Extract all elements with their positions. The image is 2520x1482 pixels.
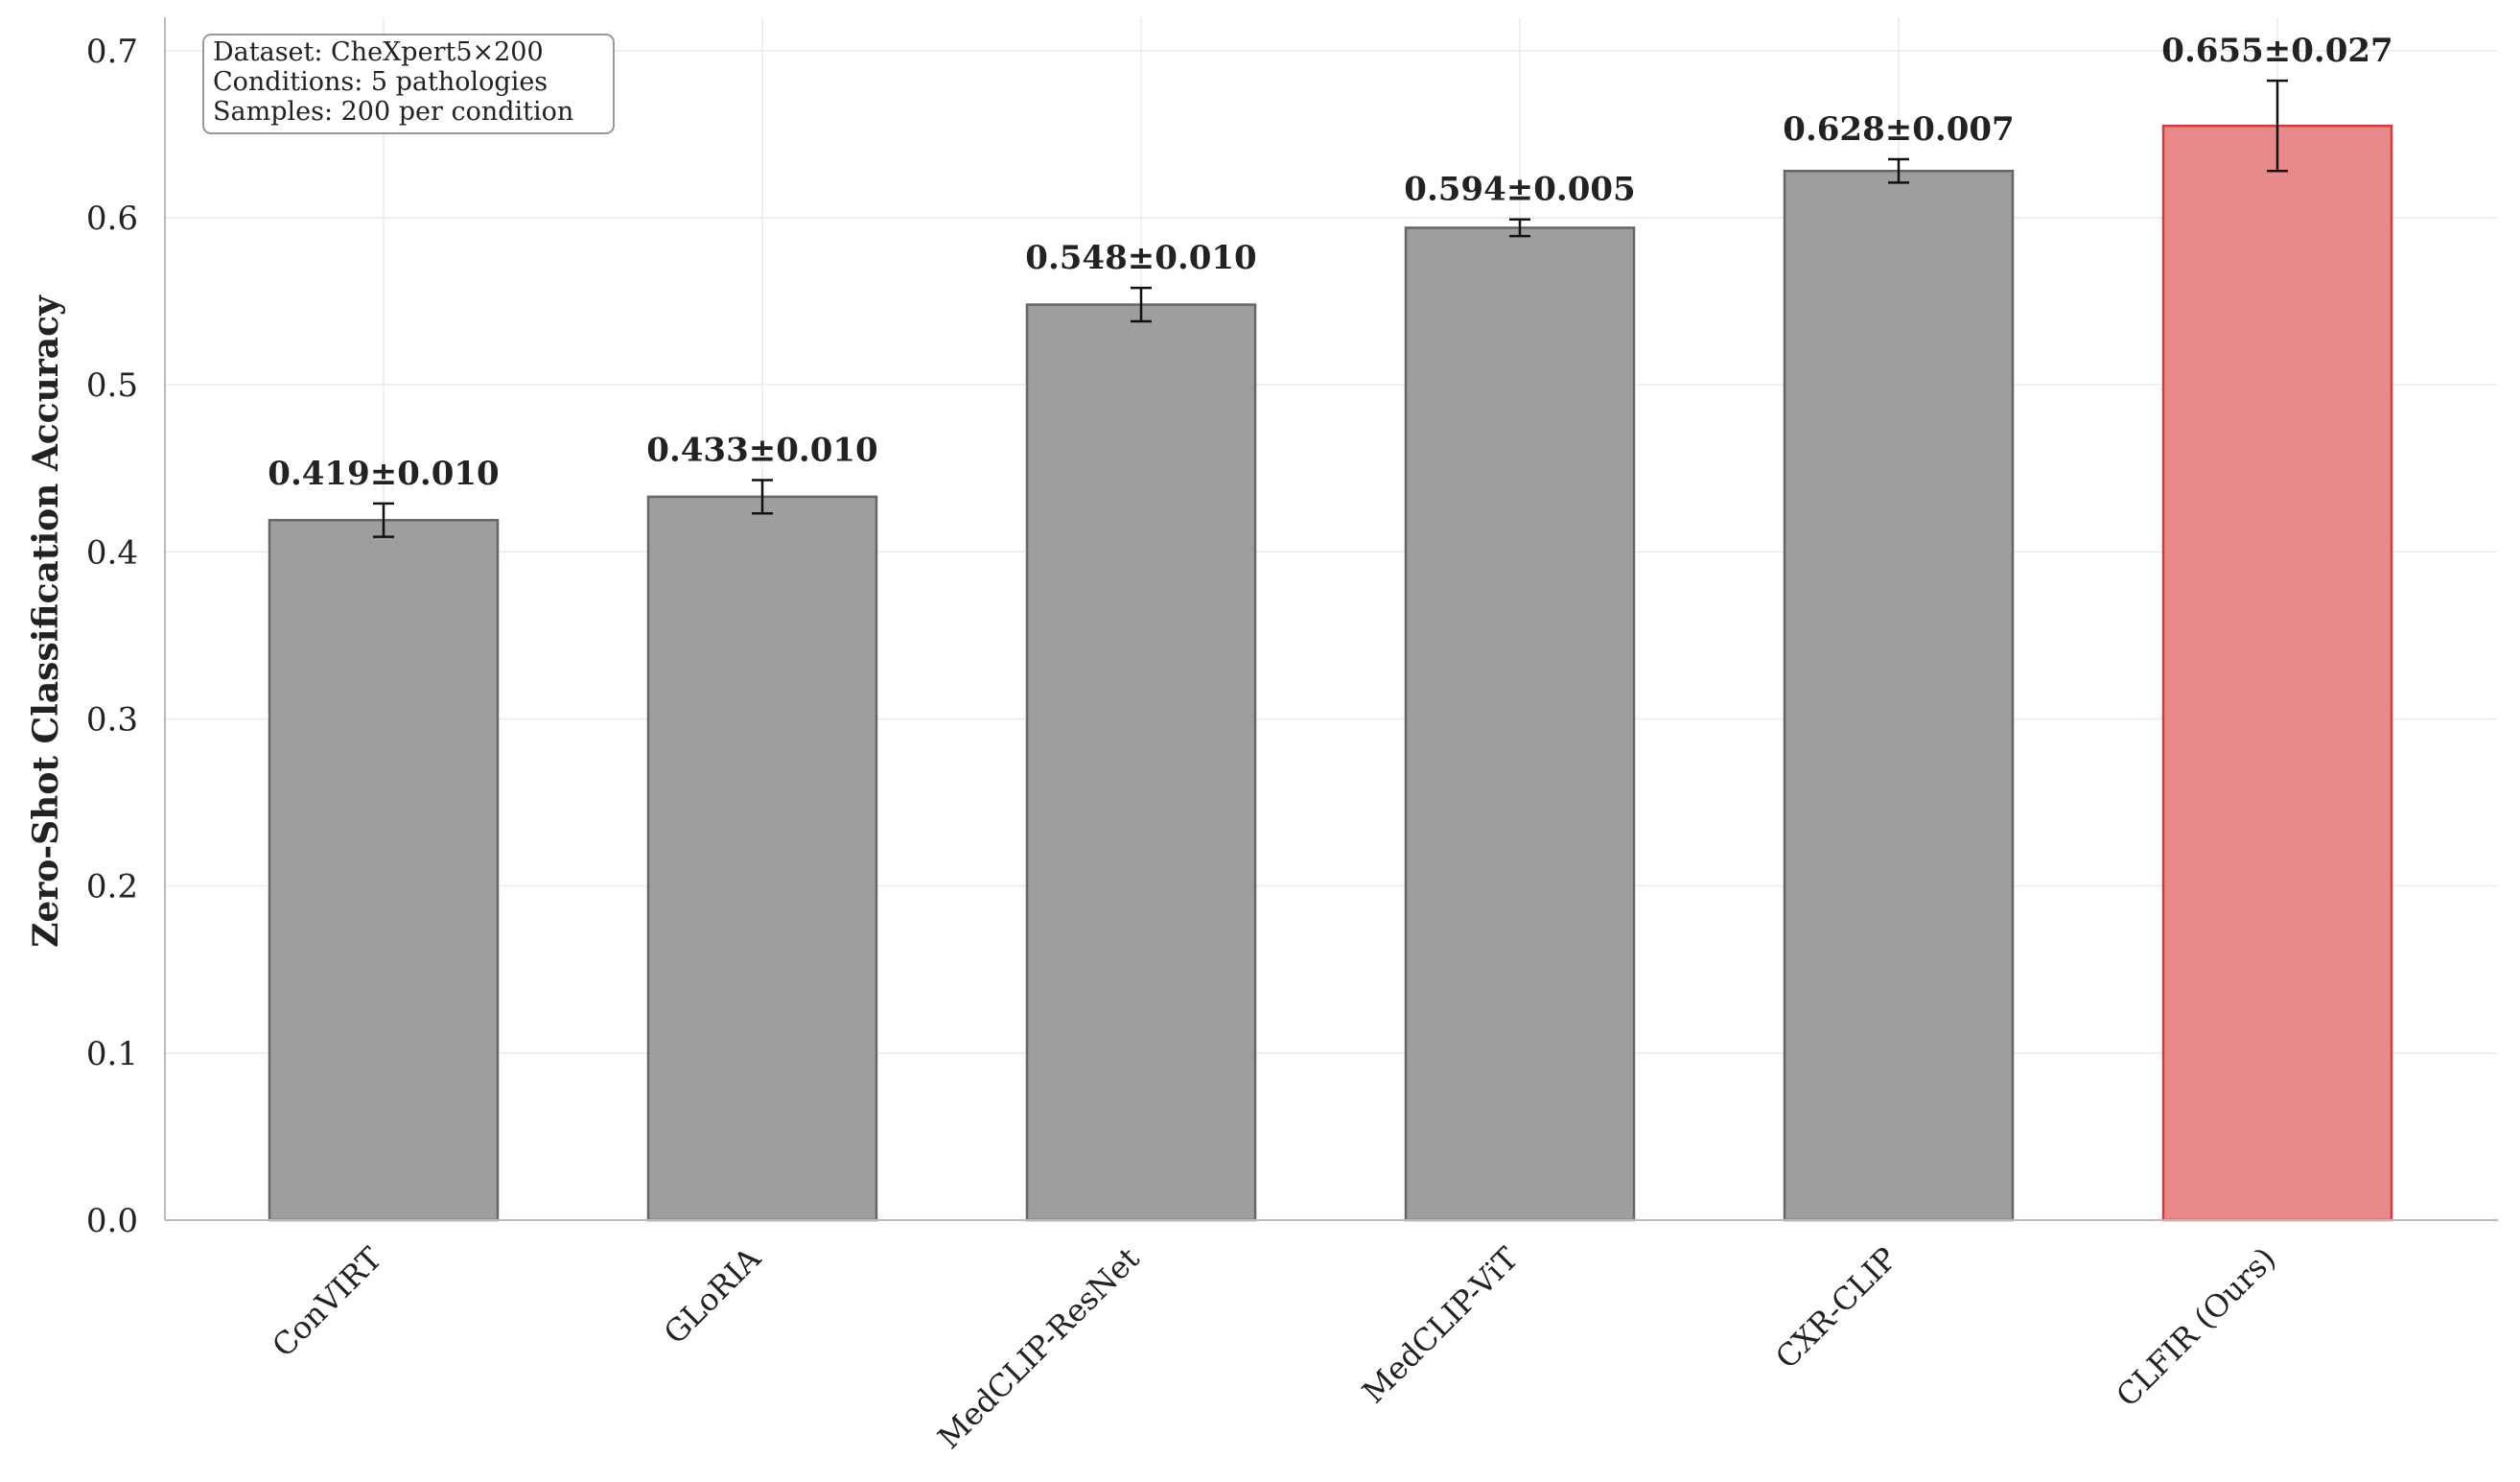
error-bar <box>1131 286 1152 323</box>
value-label: 0.628±0.007 <box>1783 110 2014 149</box>
bar-medclip-resnet <box>1025 303 1257 1222</box>
bar-cxr-clip <box>1783 169 2015 1222</box>
y-tick-label: 0.1 <box>86 1035 138 1073</box>
value-label: 0.594±0.005 <box>1404 171 1635 209</box>
x-tick-label: GLoRIA <box>657 1239 769 1352</box>
error-bar <box>752 479 773 515</box>
y-tick-label: 0.7 <box>86 33 138 71</box>
value-label: 0.655±0.027 <box>2161 32 2392 70</box>
y-tick-label: 0.0 <box>86 1202 138 1240</box>
axes <box>164 17 2498 1221</box>
error-bar <box>1509 218 1530 238</box>
value-label: 0.548±0.010 <box>1025 239 1256 277</box>
bars <box>268 79 2393 1222</box>
info-line-conditions: Conditions: 5 pathologies <box>213 67 548 97</box>
error-bar <box>373 502 394 538</box>
value-label: 0.419±0.010 <box>268 455 499 493</box>
y-tick-label: 0.2 <box>86 868 138 906</box>
info-line-dataset: Dataset: CheXpert5×200 <box>213 37 544 67</box>
x-tick-label: MedCLIP-ViT <box>1355 1239 1526 1410</box>
y-tick-label: 0.6 <box>86 200 138 238</box>
dataset-info-box: Dataset: CheXpert5×200 Conditions: 5 pat… <box>202 34 615 134</box>
info-line-samples: Samples: 200 per condition <box>213 97 573 127</box>
y-tick-label: 0.3 <box>86 701 138 740</box>
value-label: 0.433±0.010 <box>646 431 877 469</box>
x-tick-label: ConVIRT <box>265 1239 389 1364</box>
bar-medclip-vit <box>1404 226 1636 1222</box>
y-tick-label: 0.5 <box>86 366 138 405</box>
y-axis-label: Zero-Shot Classification Accuracy <box>26 294 66 948</box>
error-bar <box>2267 79 2288 173</box>
bar-gloria <box>646 495 878 1222</box>
x-tick-label: CLFIR (Ours) <box>2109 1240 2282 1414</box>
error-bar <box>1888 157 1909 184</box>
info-box-frame <box>202 34 615 134</box>
bar-clfir-ours <box>2161 124 2393 1222</box>
grid-lines <box>165 17 2498 1221</box>
bar-convirt <box>268 518 500 1222</box>
y-tick-label: 0.4 <box>86 533 138 572</box>
x-tick-label: MedCLIP-ResNet <box>931 1240 1147 1456</box>
x-tick-label: CXR-CLIP <box>1768 1240 1903 1376</box>
